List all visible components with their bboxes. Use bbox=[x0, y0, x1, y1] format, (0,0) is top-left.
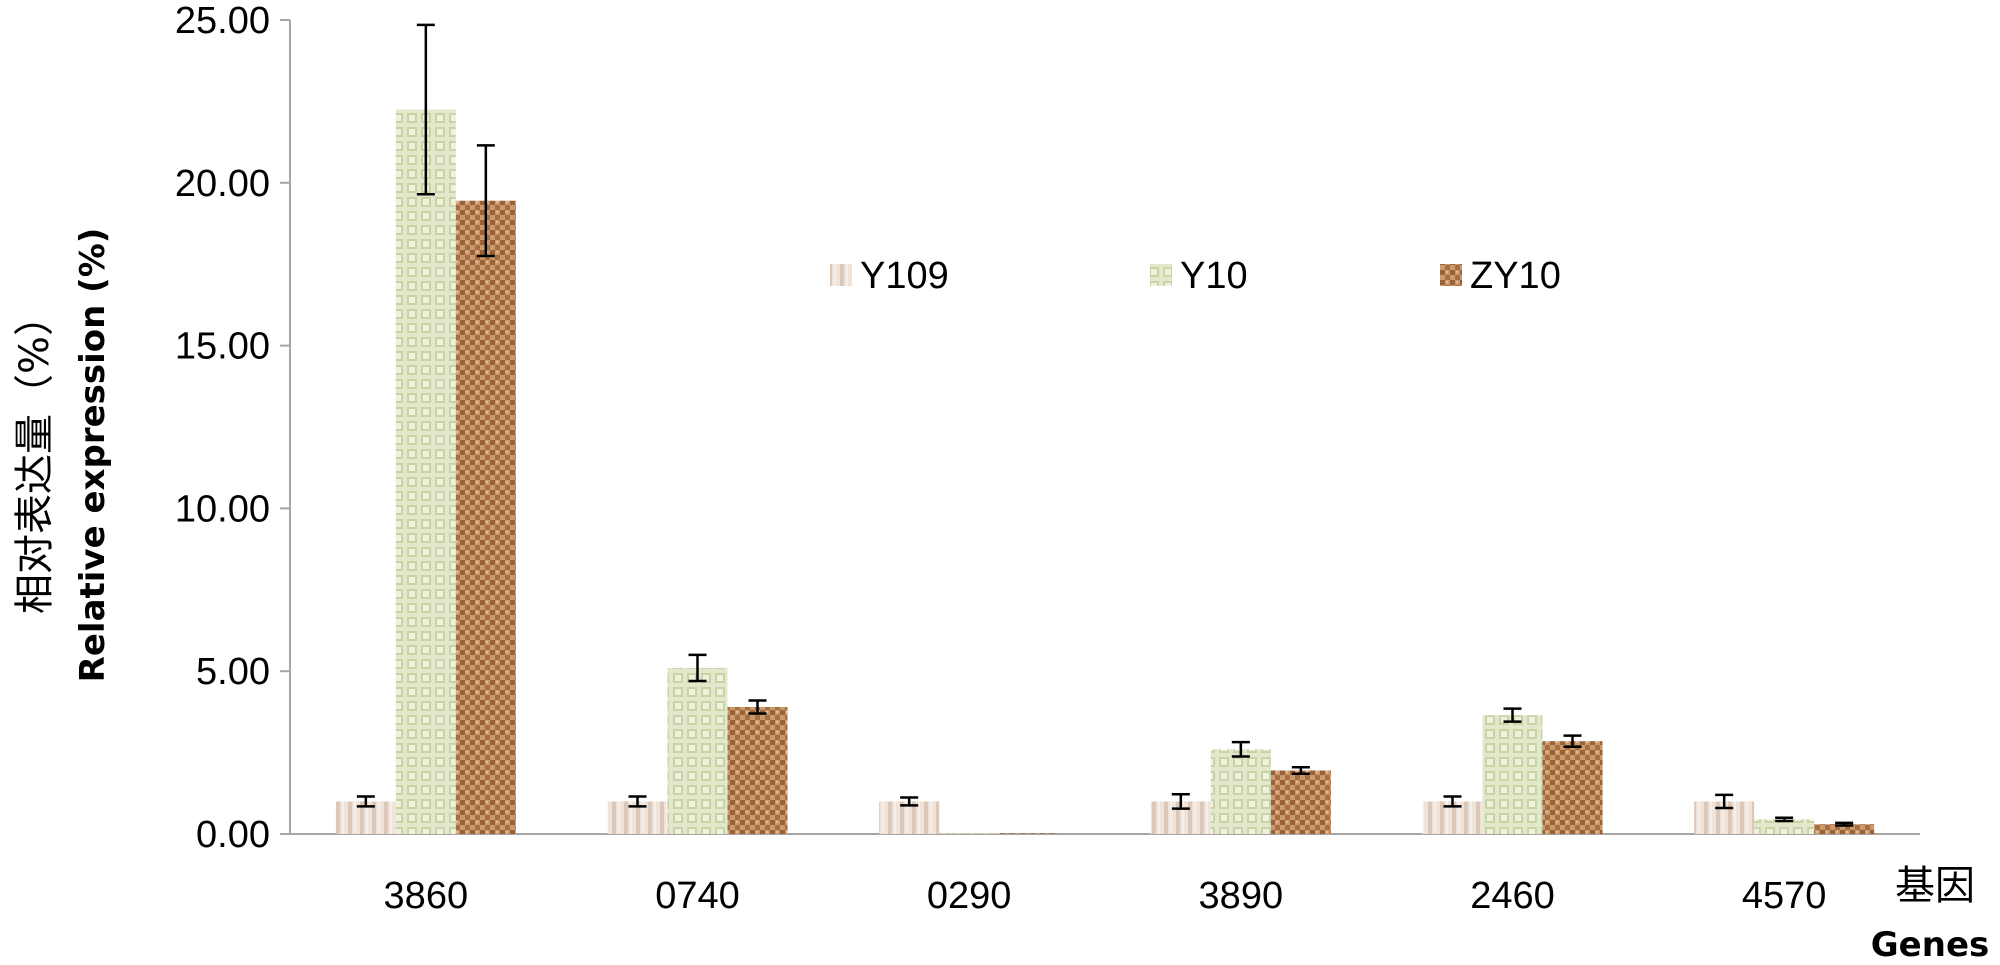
legend-label-Y109: Y109 bbox=[860, 255, 949, 297]
x-axis-title-cn: 基因 bbox=[1895, 863, 1975, 909]
y-axis-title-en: Relative expression (%) bbox=[73, 228, 113, 683]
y-tick-label: 20.00 bbox=[175, 163, 270, 205]
x-tick-label: 0740 bbox=[655, 875, 740, 917]
bar-Y10-4570 bbox=[1754, 819, 1815, 834]
y-axis-title-cn: 相对表达量（%） bbox=[12, 296, 58, 614]
y-tick-label: 5.00 bbox=[196, 651, 270, 693]
bar-ZY10-3860 bbox=[455, 200, 516, 834]
bar-ZY10-2460 bbox=[1542, 741, 1603, 834]
bar-Y10-0290 bbox=[939, 833, 1000, 834]
bar-ZY10-4570 bbox=[1814, 824, 1875, 834]
bar-Y10-3890 bbox=[1210, 749, 1271, 834]
y-tick-label: 10.00 bbox=[175, 488, 270, 530]
bar-Y10-0740 bbox=[667, 667, 728, 834]
legend-swatch-ZY10 bbox=[1440, 264, 1462, 286]
legend-swatch-Y109 bbox=[830, 264, 852, 286]
x-tick-label: 2460 bbox=[1470, 875, 1555, 917]
x-tick-label: 3860 bbox=[384, 875, 469, 917]
bar-Y109-0290 bbox=[879, 801, 940, 834]
x-tick-label: 0290 bbox=[927, 875, 1012, 917]
legend-label-Y10: Y10 bbox=[1180, 255, 1248, 297]
x-axis-title-en: Genes bbox=[1871, 925, 1989, 965]
y-tick-label: 15.00 bbox=[175, 326, 270, 368]
bar-Y10-2460 bbox=[1482, 715, 1543, 834]
x-tick-label: 3890 bbox=[1199, 875, 1284, 917]
bar-ZY10-0290 bbox=[999, 833, 1060, 834]
y-tick-label: 0.00 bbox=[196, 814, 270, 856]
legend-label-ZY10: ZY10 bbox=[1470, 255, 1561, 297]
x-tick-label: 4570 bbox=[1742, 875, 1827, 917]
bar-ZY10-3890 bbox=[1270, 770, 1331, 834]
y-tick-label: 25.00 bbox=[175, 0, 270, 42]
bar-ZY10-0740 bbox=[727, 707, 788, 834]
legend-swatch-Y10 bbox=[1150, 264, 1172, 286]
bar-Y10-3860 bbox=[395, 109, 456, 835]
